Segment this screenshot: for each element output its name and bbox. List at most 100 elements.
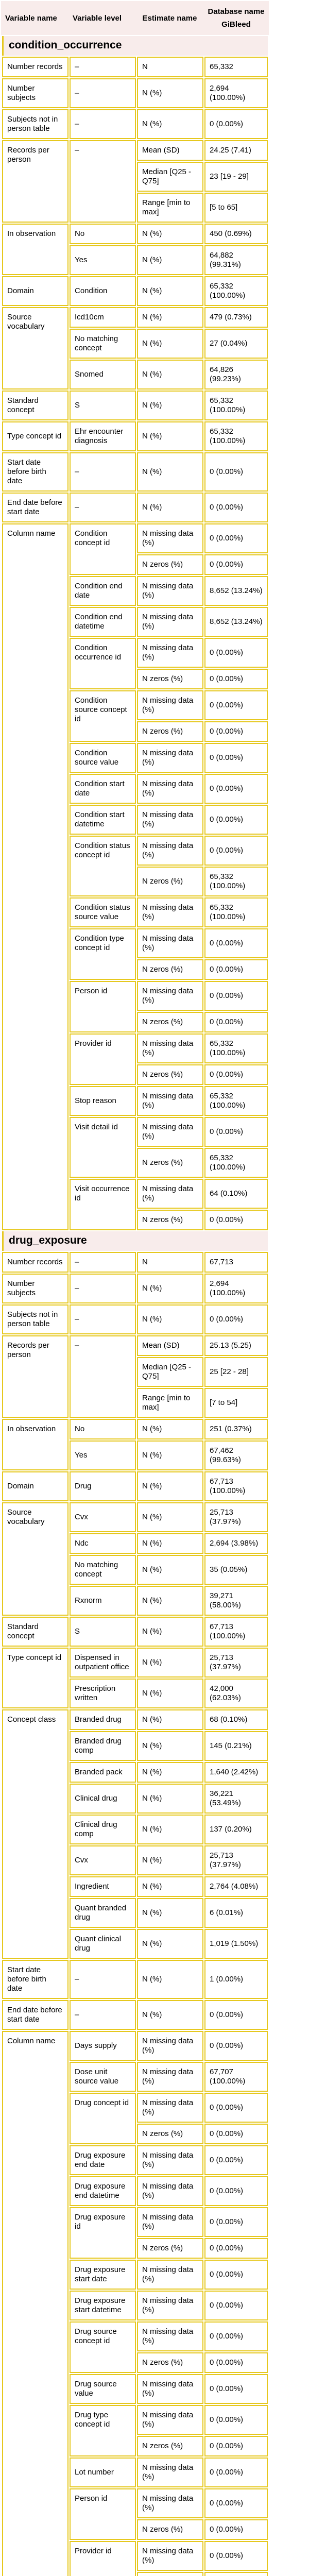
estimate-name-cell: N zeros (%) [137,1148,203,1178]
estimate-value-cell: 0 (0.00%) [204,836,268,866]
estimate-value-cell: 251 (0.37%) [204,1419,268,1439]
estimate-name-cell: N (%) [137,224,203,244]
table-row: Range [min to max] [7 to 54] [2,1388,268,1418]
estimate-value-cell: 0 (0.00%) [204,1210,268,1230]
estimate-name-cell: N (%) [137,245,203,275]
variable-level-cell: Person id [70,981,136,1032]
variable-level-cell: Ingredient [70,1876,136,1897]
estimate-value-cell: 25,713 (37.97%) [204,1648,268,1677]
table-row: Visit occurrence id N missing data (%) 64 … [2,1179,268,1230]
estimate-name-cell: N [137,57,203,77]
variable-level-cell: Prescription written [70,1679,136,1708]
table-row: In observation No N (%) 251 (0.37%) [2,1419,268,1470]
estimate-value-cell: 23 [19 - 29] [204,162,268,192]
section-header-row: drug_exposure [2,1231,268,1251]
estimate-name-cell: N missing data (%) [137,2145,203,2175]
variable-level-cell: S [70,1617,136,1647]
table-row: Lot number N missing data (%) 0 (0.00%) [2,2458,268,2487]
table-row: Drug type concept id N missing data (%) 0 … [2,2405,268,2456]
estimate-value-cell: 0 (0.00%) [204,638,268,668]
estimate-value-cell: 2,764 (4.08%) [204,1876,268,1897]
estimate-name-cell: N zeros (%) [137,721,203,742]
variable-level-cell: – [70,1960,136,1999]
variable-level-cell: Drug source concept id [70,2321,136,2373]
table-row: Cvx N (%) 25,713 (37.97%) [2,1845,268,1875]
estimate-value-cell: 65,332 (100.00%) [204,1148,268,1178]
variable-level-cell: Condition source value [70,743,136,773]
estimate-value-cell: 0 (0.00%) [204,2260,268,2290]
variable-level-cell: Quant clinical drug [70,1929,136,1959]
table-row: Standard concept S N (%) 67,713 (100.00%) [2,1617,268,1647]
variable-level-cell: Clinical drug comp [70,1815,136,1844]
variable-name-cell: End date before start date [2,493,68,522]
table-row: Domain Drug N (%) 67,713 (100.00%) [2,1471,268,1501]
variable-level-cell: – [70,1252,136,1273]
variable-level-cell: – [70,1304,136,1334]
table-row: Condition start date N missing data (%) 0 … [2,774,268,804]
column-header-band: Variable name Variable level Estimate na… [1,1,269,35]
estimate-value-cell: 0 (0.00%) [204,1117,268,1147]
variable-level-cell: Drug exposure start datetime [70,2291,136,2320]
variable-level-cell: – [70,452,136,492]
estimate-value-cell: 0 (0.00%) [204,2093,268,2123]
variable-level-cell: – [70,493,136,522]
table-row: Source vocabulary Cvx N (%) 25,713 (37.97%) [2,1502,268,1616]
table-row: Drug exposure end date N missing data (%)… [2,2145,268,2175]
estimate-name-cell: N missing data (%) [137,1086,203,1116]
estimate-name-cell: N missing data (%) [137,2541,203,2571]
estimate-value-cell: 0 (0.00%) [204,493,268,522]
estimate-name-cell: N missing data (%) [137,981,203,1011]
estimate-name-cell: Mean (SD) [137,1335,203,1356]
variable-level-cell: Condition status concept id [70,836,136,896]
estimate-value-cell: 0 (0.00%) [204,2541,268,2571]
table-row: Condition type concept id N missing data … [2,928,268,980]
estimate-value-cell: 0 (0.00%) [204,452,268,492]
variable-level-cell: Condition source concept id [70,690,136,742]
variable-name-cell: Standard concept [2,391,68,420]
table-row: Quant clinical drug N (%) 1,019 (1.50%) [2,1929,268,1959]
estimate-value-cell: 67,707 (100.00%) [204,2062,268,2092]
table-row: Subjects not in person table – N (%) 0 (0.0… [2,1304,268,1334]
table-row: Records per person – Mean (SD) 24.25 (7.41) [2,140,268,223]
estimate-name-cell: N zeros (%) [137,669,203,689]
table-row: Provider id N missing data (%) 65,332 (100… [2,1033,268,1085]
variable-level-cell: Cvx [70,1502,136,1532]
estimate-name-cell: N missing data (%) [137,576,203,606]
variable-name-cell: Subjects not in person table [2,1304,68,1334]
estimate-name-cell: N missing data (%) [137,805,203,835]
table-row: N zeros (%) 0 (0.00%) [2,2352,268,2373]
estimate-value-cell: 25 [22 - 28] [204,1357,268,1387]
estimate-name-cell: N (%) [137,1502,203,1532]
column-header-gibleed: GiBleed [221,20,251,29]
table-row: Branded pack N (%) 1,640 (2.42%) [2,1762,268,1783]
variable-level-cell: Days supply [70,2031,136,2061]
estimate-name-cell: N (%) [137,391,203,420]
estimate-value-cell: 67,707 (100.00%) [204,2572,268,2576]
estimate-name-cell: N missing data (%) [137,1117,203,1147]
variable-level-cell: S [70,391,136,420]
estimate-value-cell: 0 (0.00%) [204,2352,268,2373]
estimate-value-cell: 1 (0.00%) [204,1960,268,1999]
variable-level-cell: Visit occurrence id [70,1179,136,1230]
variable-name-cell: Records per person [2,1335,68,1418]
estimate-name-cell: N [137,1252,203,1273]
table-row: Condition end date N missing data (%) 8,65… [2,576,268,606]
variable-level-cell: Condition status source value [70,897,136,927]
variable-level-cell: Visit detail id [70,1117,136,1178]
estimate-name-cell: N missing data (%) [137,2031,203,2061]
table-row: Range [min to max] [5 to 65] [2,193,268,223]
variable-name-cell: Number records [2,57,68,77]
table-row: No matching concept N (%) 27 (0.04%) [2,329,268,359]
estimate-name-cell: N (%) [137,78,203,108]
column-header-variable-level: Variable level [73,13,122,23]
column-spanner-database-name: Database name [208,7,265,16]
variable-level-cell: – [70,78,136,108]
estimate-name-cell: N (%) [137,421,203,451]
estimate-name-cell: N zeros (%) [137,2238,203,2259]
table-row: Number subjects – N (%) 2,694 (100.00%) [2,1274,268,1303]
estimate-name-cell: N missing data (%) [137,2374,203,2404]
estimate-name-cell: N zeros (%) [137,1064,203,1085]
estimate-name-cell: N (%) [137,1731,203,1761]
table-row: Number records – N 65,332 [2,57,268,77]
table-row: Drug exposure id N missing data (%) 0 (0.0… [2,2207,268,2259]
